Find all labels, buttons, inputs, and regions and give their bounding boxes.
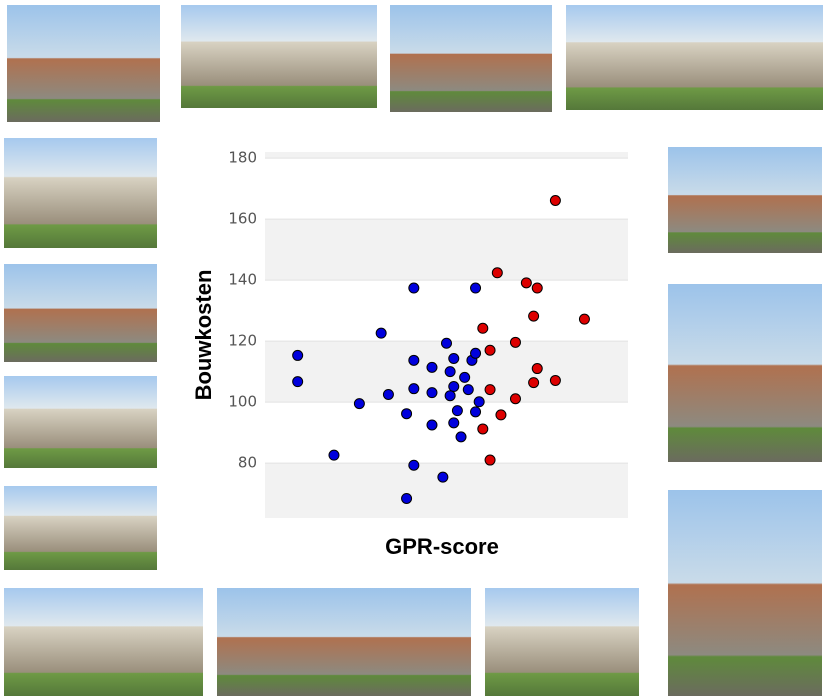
y-tick-label: 160 — [228, 210, 257, 228]
point — [477, 322, 489, 334]
photos — [4, 5, 823, 696]
x-axis-label: GPR-score — [385, 534, 499, 559]
point — [451, 405, 463, 417]
point — [531, 363, 543, 375]
point — [509, 336, 521, 348]
photo — [390, 5, 552, 112]
point — [491, 267, 503, 279]
y-axis-label: Bouwkosten — [191, 270, 216, 401]
point — [528, 377, 540, 389]
point — [448, 417, 460, 429]
point — [459, 371, 471, 383]
point — [444, 366, 456, 378]
point — [408, 354, 420, 366]
point — [292, 376, 304, 388]
photo — [566, 5, 823, 110]
y-tick-label: 100 — [228, 393, 257, 411]
photo — [4, 376, 157, 468]
point — [484, 384, 496, 396]
band — [265, 158, 628, 220]
point — [441, 337, 452, 349]
point — [473, 396, 485, 408]
y-tick-label: 80 — [238, 454, 257, 472]
point — [426, 361, 438, 373]
photo — [217, 588, 471, 696]
photo — [668, 147, 822, 253]
point — [448, 352, 460, 364]
point — [382, 388, 394, 400]
photo — [4, 588, 203, 696]
point — [408, 459, 420, 471]
point — [477, 423, 489, 435]
chart: 80 100 120 140 160 180 — [228, 149, 628, 518]
photo — [485, 588, 639, 696]
point — [455, 431, 467, 443]
point — [401, 408, 413, 420]
point — [408, 282, 420, 294]
photo — [4, 264, 157, 362]
point — [292, 349, 304, 361]
point — [401, 492, 413, 504]
point — [448, 381, 460, 393]
point — [375, 327, 387, 339]
point — [578, 313, 590, 325]
photo — [4, 486, 157, 570]
point — [437, 471, 449, 483]
point — [408, 383, 420, 395]
y-tick-label: 180 — [228, 149, 257, 167]
point — [470, 406, 482, 418]
point — [470, 347, 482, 359]
point — [462, 384, 474, 396]
y-tick-label: 120 — [228, 332, 257, 350]
point — [328, 449, 340, 461]
photo — [4, 138, 157, 248]
point — [444, 390, 456, 402]
band — [265, 280, 628, 342]
point — [470, 282, 482, 294]
photo — [181, 5, 377, 108]
point — [484, 454, 496, 466]
point — [495, 409, 507, 421]
point — [531, 282, 543, 294]
point — [528, 310, 540, 322]
point — [353, 398, 365, 410]
point — [549, 194, 561, 206]
point — [509, 393, 521, 405]
point — [426, 419, 438, 431]
photo — [668, 490, 822, 696]
y-tick-label: 140 — [228, 271, 257, 289]
point — [484, 344, 496, 356]
photo — [668, 284, 822, 462]
point — [426, 387, 438, 399]
point — [520, 277, 532, 289]
band — [265, 402, 628, 464]
point — [549, 374, 561, 386]
photo — [7, 5, 160, 122]
